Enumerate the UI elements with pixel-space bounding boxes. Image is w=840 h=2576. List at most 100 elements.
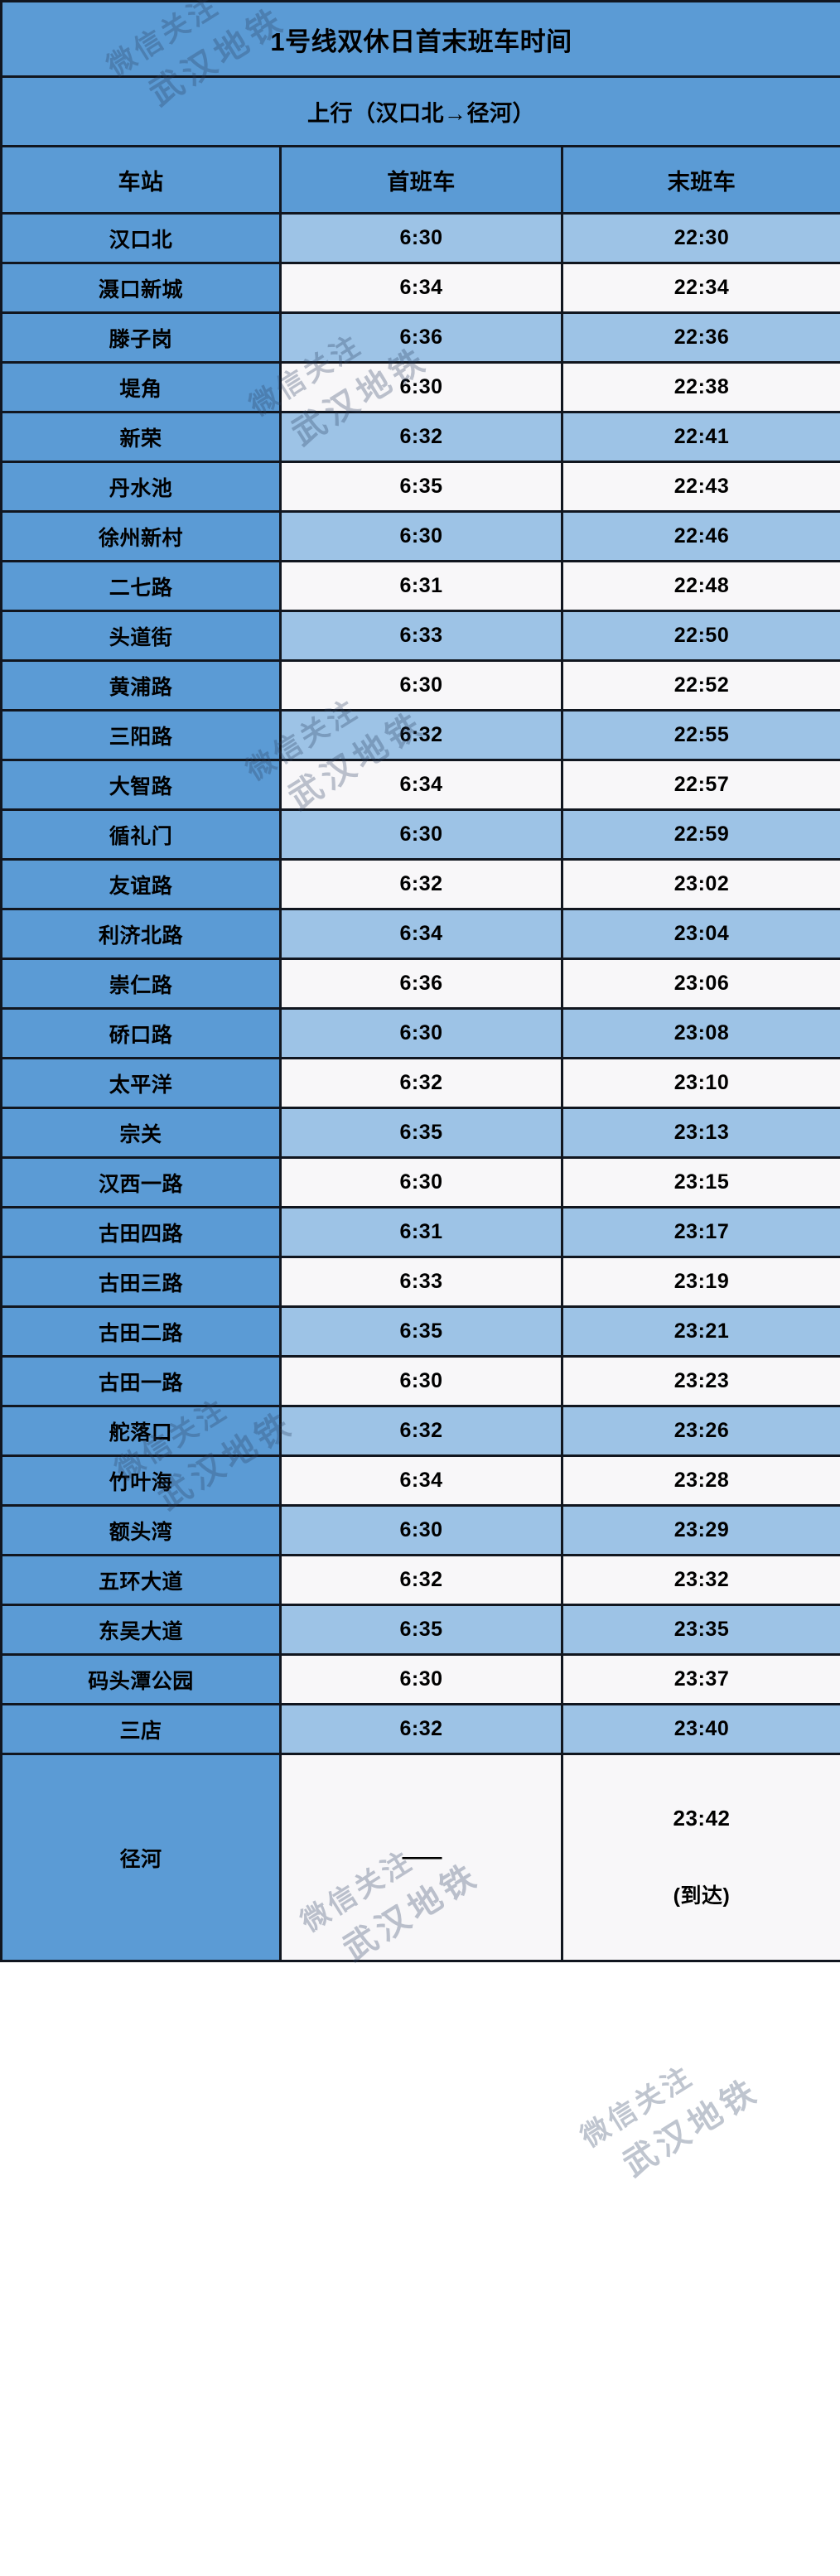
first-train-time-cell: 6:36 (279, 958, 563, 1010)
table-row: 额头湾 6:30 23:29 (0, 1504, 840, 1556)
first-train-time-cell: 6:30 (279, 1504, 563, 1556)
watermark-line-2: 武汉地铁 (616, 2071, 766, 2184)
station-name-cell: 循礼门 (0, 808, 282, 861)
table-row: 硚口路 6:30 23:08 (0, 1007, 840, 1059)
last-train-time-cell: 23:32 (560, 1554, 840, 1606)
last-train-time-cell: 23:42 (到达) (560, 1753, 840, 1962)
last-train-time-cell: 23:06 (560, 958, 840, 1010)
station-name-cell: 堤角 (0, 361, 282, 413)
table-row: 宗关 6:35 23:13 (0, 1107, 840, 1159)
last-train-time-cell: 23:21 (560, 1305, 840, 1358)
table-row: 三店 6:32 23:40 (0, 1703, 840, 1755)
table-row: 循礼门 6:30 22:59 (0, 808, 840, 861)
timetable-body: 1号线双休日首末班车时间 上行（汉口北→径河） 车站 首班车 末班车 汉口北 6:… (0, 0, 840, 1962)
station-name-cell: 太平洋 (0, 1057, 282, 1109)
terminal-arrival-time: 23:42 (673, 1806, 731, 1831)
last-train-time-cell: 23:35 (560, 1604, 840, 1656)
station-name-cell: 汉西一路 (0, 1156, 282, 1208)
last-train-time-cell: 22:36 (560, 311, 840, 364)
last-train-time-cell: 23:28 (560, 1454, 840, 1507)
last-train-time-cell: 22:34 (560, 262, 840, 314)
subtitle-row: 上行（汉口北→径河） (0, 75, 840, 147)
first-train-time-cell: 6:35 (279, 461, 563, 513)
last-train-time-cell: 22:46 (560, 510, 840, 562)
station-name-cell: 二七路 (0, 560, 282, 612)
station-name-cell: 滕子岗 (0, 311, 282, 364)
first-train-time-cell: 6:32 (279, 411, 563, 463)
watermark: 微信关注 武汉地铁 (572, 2028, 767, 2197)
last-train-time-cell: 23:08 (560, 1007, 840, 1059)
table-row: 堤角 6:30 22:38 (0, 361, 840, 413)
first-train-time-cell: 6:32 (279, 858, 563, 910)
station-name-cell: 滠口新城 (0, 262, 282, 314)
station-name-cell: 头道街 (0, 610, 282, 662)
last-train-time-cell: 23:02 (560, 858, 840, 910)
first-train-time-cell: 6:30 (279, 1653, 563, 1705)
first-train-time-cell: 6:30 (279, 212, 563, 264)
table-row: 大智路 6:34 22:57 (0, 759, 840, 811)
table-row: 舵落口 6:32 23:26 (0, 1405, 840, 1457)
last-train-time-cell: 22:55 (560, 709, 840, 761)
last-train-time-cell: 23:13 (560, 1107, 840, 1159)
first-train-time-cell: 6:33 (279, 1256, 563, 1308)
first-train-time-cell: 6:35 (279, 1604, 563, 1656)
table-row: 古田三路 6:33 23:19 (0, 1256, 840, 1308)
first-train-time-cell: 6:34 (279, 908, 563, 960)
station-name-cell: 徐州新村 (0, 510, 282, 562)
station-name-cell: 古田四路 (0, 1206, 282, 1258)
watermark-line-1: 微信关注 (576, 2060, 699, 2154)
last-train-time-cell: 22:38 (560, 361, 840, 413)
last-train-time-cell: 22:50 (560, 610, 840, 662)
direction-subtitle: 上行（汉口北→径河） (0, 75, 840, 147)
terminal-arrival-group: 23:42 (到达) (564, 1756, 839, 1959)
first-train-time-cell: —— (279, 1753, 563, 1962)
station-name-cell: 新荣 (0, 411, 282, 463)
last-train-time-cell: 22:59 (560, 808, 840, 861)
station-name-cell: 径河 (0, 1753, 282, 1962)
last-train-time-cell: 23:29 (560, 1504, 840, 1556)
station-name-cell: 舵落口 (0, 1405, 282, 1457)
page-title: 1号线双休日首末班车时间 (0, 0, 840, 78)
first-train-time-cell: 6:30 (279, 1355, 563, 1407)
last-train-time-cell: 22:43 (560, 461, 840, 513)
first-train-time-cell: 6:30 (279, 659, 563, 712)
table-row: 丹水池 6:35 22:43 (0, 461, 840, 513)
table-row: 友谊路 6:32 23:02 (0, 858, 840, 910)
first-train-time-cell: 6:30 (279, 1007, 563, 1059)
station-name-cell: 古田一路 (0, 1355, 282, 1407)
last-train-time-cell: 22:41 (560, 411, 840, 463)
table-row: 汉西一路 6:30 23:15 (0, 1156, 840, 1208)
last-train-time-cell: 23:15 (560, 1156, 840, 1208)
column-header-row: 车站 首班车 末班车 (0, 145, 840, 215)
table-row: 崇仁路 6:36 23:06 (0, 958, 840, 1010)
last-train-time-cell: 23:23 (560, 1355, 840, 1407)
first-train-time-cell: 6:34 (279, 759, 563, 811)
last-train-time-cell: 23:10 (560, 1057, 840, 1109)
last-train-time-cell: 22:52 (560, 659, 840, 712)
table-row: 古田一路 6:30 23:23 (0, 1355, 840, 1407)
first-train-time-cell: 6:30 (279, 808, 563, 861)
station-name-cell: 码头潭公园 (0, 1653, 282, 1705)
table-row: 汉口北 6:30 22:30 (0, 212, 840, 264)
column-header-station: 车站 (0, 145, 282, 215)
first-train-time-cell: 6:35 (279, 1107, 563, 1159)
station-name-cell: 三阳路 (0, 709, 282, 761)
station-name-cell: 东吴大道 (0, 1604, 282, 1656)
table-row: 利济北路 6:34 23:04 (0, 908, 840, 960)
station-name-cell: 额头湾 (0, 1504, 282, 1556)
station-name-cell: 黄浦路 (0, 659, 282, 712)
first-last-train-timetable: 1号线双休日首末班车时间 上行（汉口北→径河） 车站 首班车 末班车 汉口北 6:… (0, 0, 840, 1962)
title-row: 1号线双休日首末班车时间 (0, 0, 840, 78)
table-row: 二七路 6:31 22:48 (0, 560, 840, 612)
last-train-time-cell: 23:17 (560, 1206, 840, 1258)
last-train-time-cell: 23:26 (560, 1405, 840, 1457)
table-row: 滕子岗 6:36 22:36 (0, 311, 840, 364)
first-train-time-cell: 6:35 (279, 1305, 563, 1358)
table-row: 黄浦路 6:30 22:52 (0, 659, 840, 712)
table-row: 码头潭公园 6:30 23:37 (0, 1653, 840, 1705)
first-train-time-cell: 6:36 (279, 311, 563, 364)
first-train-time-cell: 6:33 (279, 610, 563, 662)
last-train-time-cell: 23:40 (560, 1703, 840, 1755)
table-row: 滠口新城 6:34 22:34 (0, 262, 840, 314)
